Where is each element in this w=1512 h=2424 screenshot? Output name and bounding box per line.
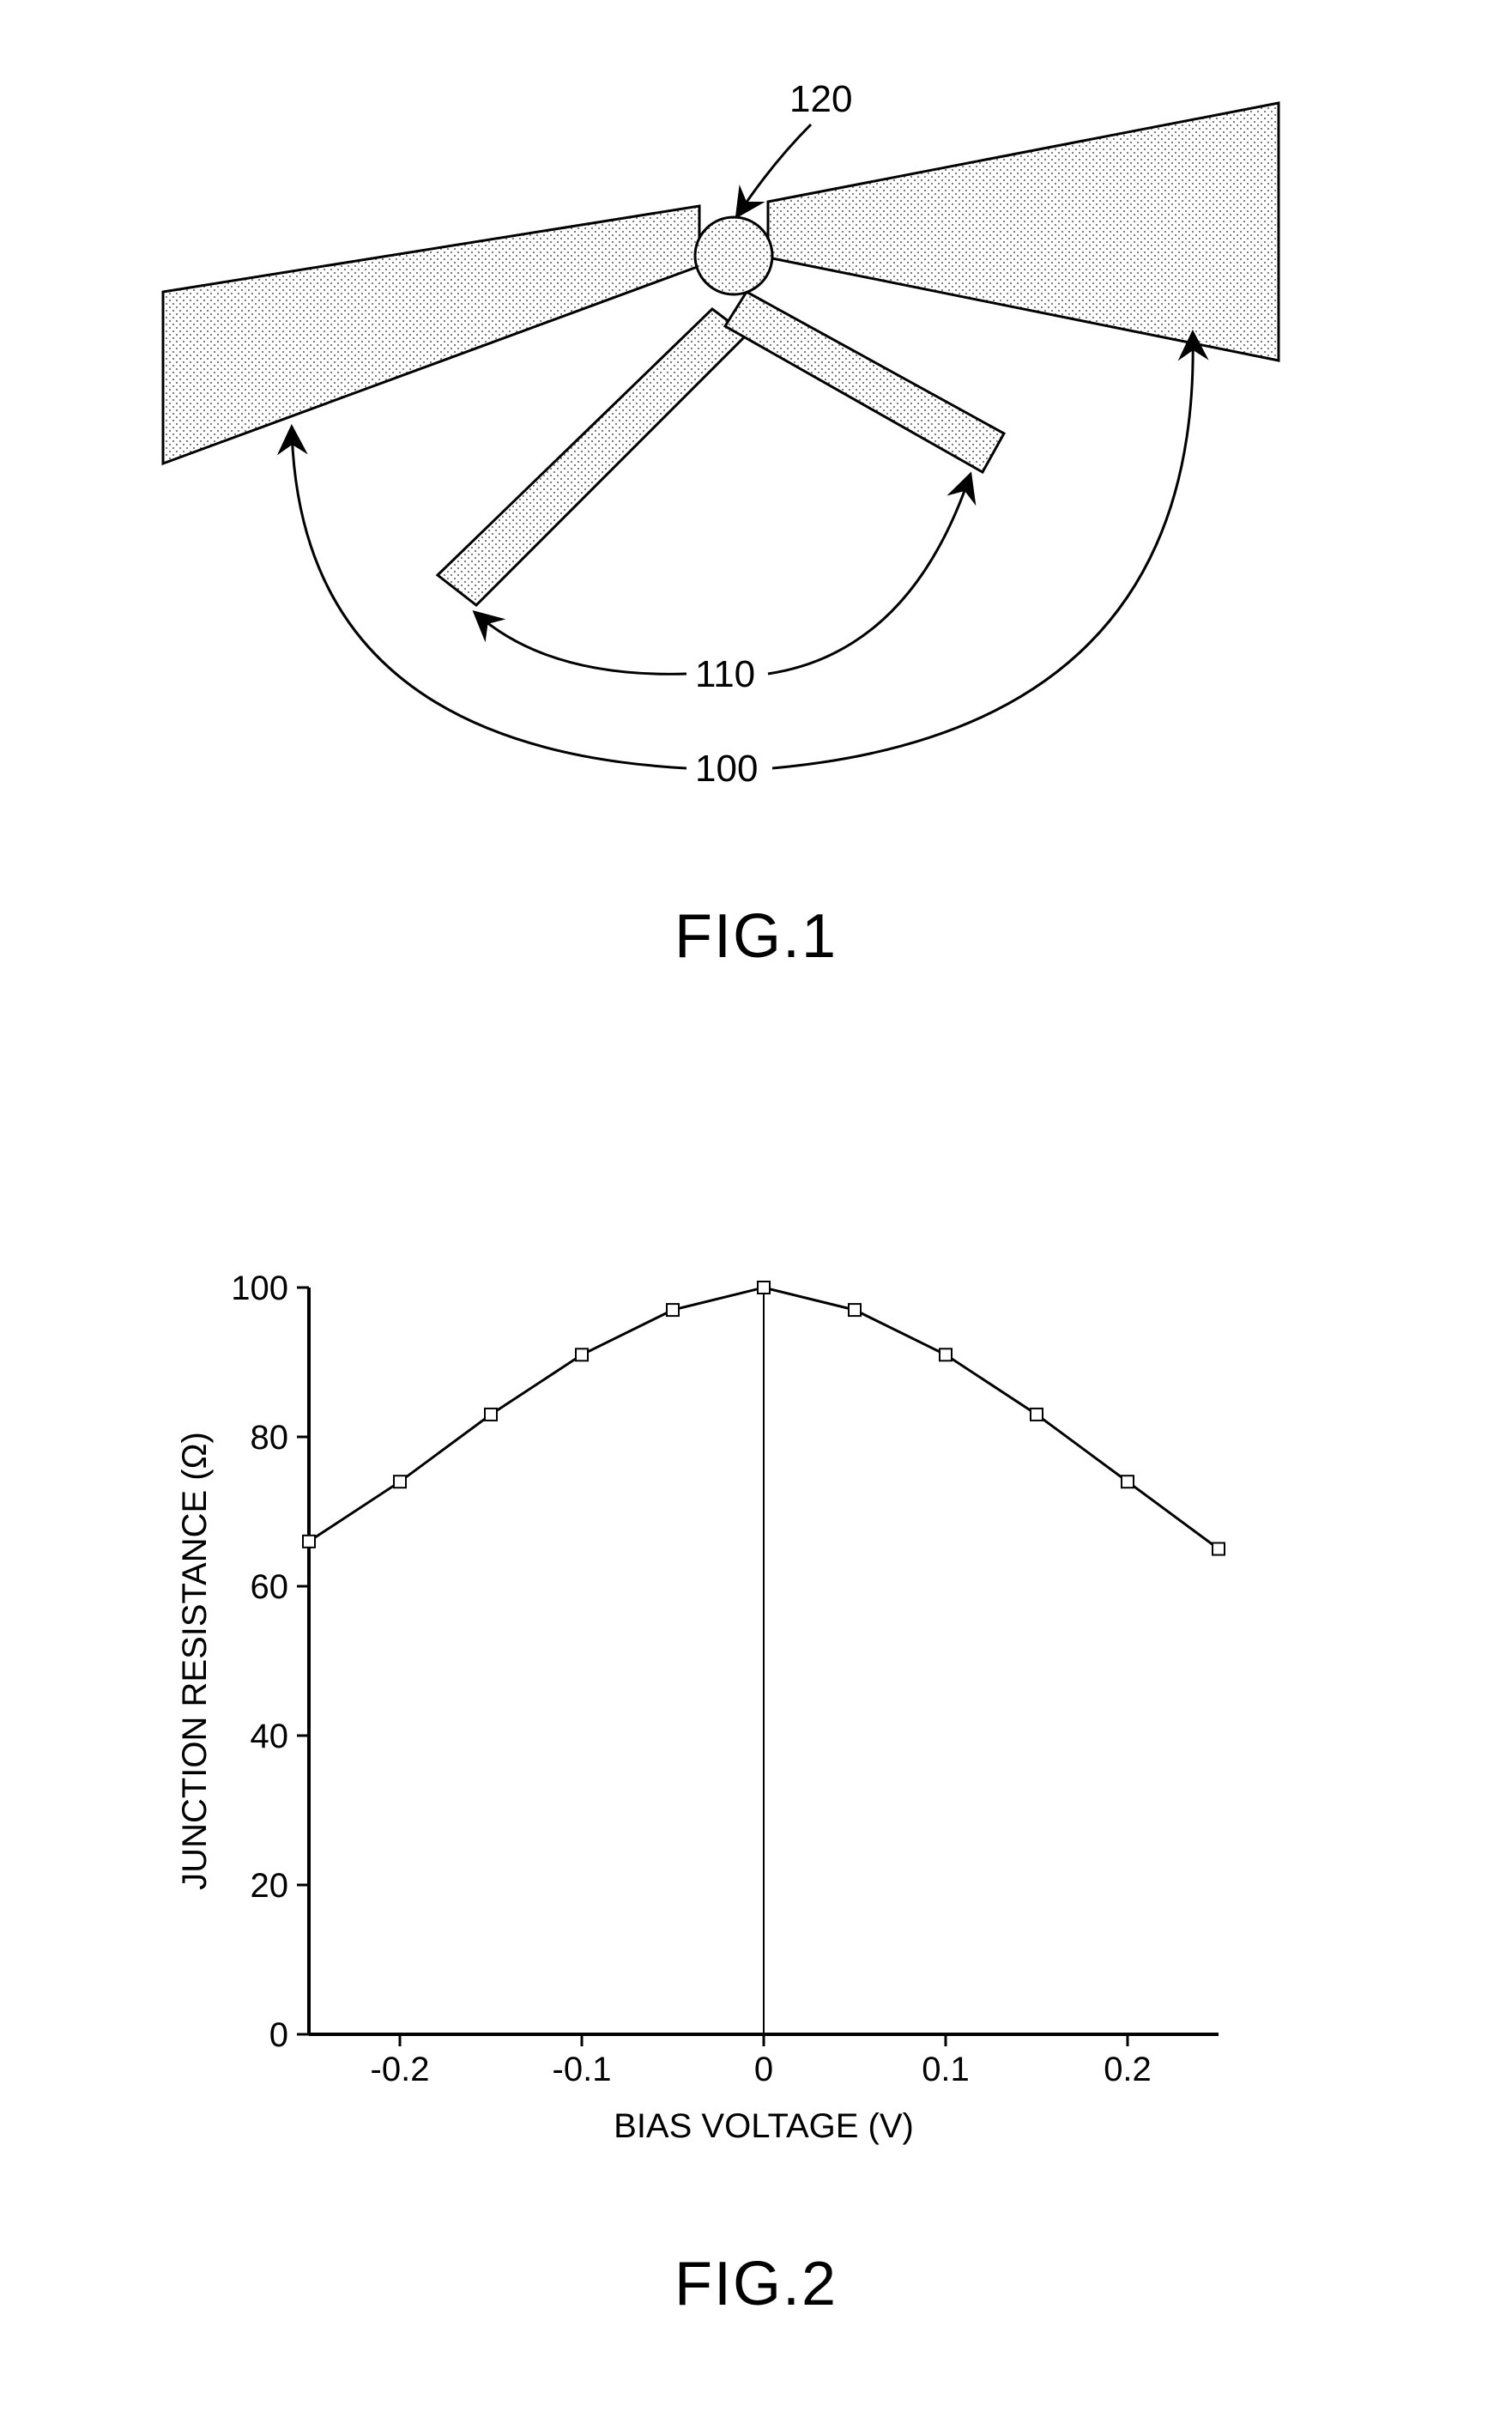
y-tick-label: 20 xyxy=(251,1867,289,1905)
figure-1: 120 110 100 FIG.1 xyxy=(0,0,1512,1030)
x-tick-label: 0.2 xyxy=(1104,2051,1152,2088)
lead-right xyxy=(725,292,1004,472)
ref-label-100: 100 xyxy=(695,748,758,790)
data-marker xyxy=(394,1476,406,1488)
data-marker xyxy=(485,1409,497,1421)
ref-label-110: 110 xyxy=(695,653,755,695)
x-tick-label: 0.1 xyxy=(922,2051,970,2088)
ref-label-120: 120 xyxy=(789,78,852,120)
antenna-right-wing xyxy=(768,103,1279,361)
data-marker xyxy=(849,1304,861,1316)
lead-left xyxy=(438,309,747,605)
x-tick-label: -0.1 xyxy=(553,2051,612,2088)
y-tick-label: 100 xyxy=(231,1270,288,1307)
x-tick-label: 0 xyxy=(754,2051,773,2088)
fig1-label: FIG.1 xyxy=(0,901,1512,972)
fig2-svg: 0 20 40 60 80 100 -0.2 -0.1 0 0.1 0.2 BIAS VOLTAGE … xyxy=(0,1202,1512,2232)
data-marker xyxy=(940,1348,952,1360)
figure-2: 0 20 40 60 80 100 -0.2 -0.1 0 0.1 0.2 BIAS VOLTAGE … xyxy=(0,1202,1512,2424)
y-tick-label: 40 xyxy=(251,1718,289,1755)
fig2-label: FIG.2 xyxy=(0,2249,1512,2319)
x-tick-label: -0.2 xyxy=(371,2051,430,2088)
y-tick-label: 0 xyxy=(269,2016,288,2054)
data-marker xyxy=(667,1304,679,1316)
data-marker xyxy=(576,1348,588,1360)
data-marker xyxy=(758,1282,770,1294)
data-marker xyxy=(1213,1543,1225,1555)
junction-circle xyxy=(695,217,772,294)
data-marker xyxy=(1031,1409,1043,1421)
y-axis-label: JUNCTION RESISTANCE (Ω) xyxy=(176,1432,214,1890)
y-tick-label: 60 xyxy=(251,1568,289,1606)
data-marker xyxy=(1122,1476,1134,1488)
ref-arrow-100-right xyxy=(772,335,1193,768)
data-marker xyxy=(303,1536,315,1548)
ref-arrow-110-right xyxy=(768,476,970,674)
ref-arrow-100-left xyxy=(292,429,686,768)
y-tick-label: 80 xyxy=(251,1419,289,1457)
fig1-svg: 120 110 100 xyxy=(0,0,1512,1030)
x-axis-label: BIAS VOLTAGE (V) xyxy=(614,2107,914,2145)
ref-arrow-110-left xyxy=(476,614,686,674)
